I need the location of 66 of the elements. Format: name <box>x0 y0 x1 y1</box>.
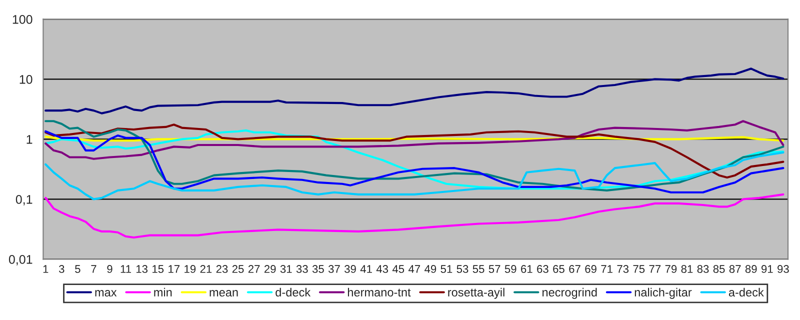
legend-label: rosetta-ayil <box>448 288 504 299</box>
x-tick-label: 47 <box>408 265 420 273</box>
legend-label: nalich-gitar <box>634 288 692 299</box>
x-tick-label: 87 <box>729 265 741 273</box>
x-tick-label: 53 <box>456 265 468 273</box>
x-tick-label: 29 <box>264 265 276 273</box>
x-tick-label: 7 <box>91 265 96 273</box>
x-tick-label: 21 <box>200 265 212 273</box>
y-tick-label: 1 <box>26 135 32 144</box>
x-tick-label: 49 <box>424 265 436 273</box>
x-tick-label: 15 <box>152 265 164 273</box>
x-tick-label: 61 <box>521 265 532 273</box>
legend-label: a-deck <box>728 288 764 297</box>
x-tick-label: 41 <box>360 265 372 273</box>
x-tick-label: 89 <box>745 265 757 273</box>
x-tick-label: 91 <box>761 265 773 273</box>
x-tick-label: 83 <box>697 265 709 273</box>
x-tick-label: 35 <box>312 265 324 273</box>
x-tick-label: 33 <box>296 265 308 273</box>
x-tick-label: 75 <box>633 265 645 273</box>
x-tick-label: 5 <box>75 265 80 273</box>
line-series <box>44 120 784 160</box>
x-tick-label: 13 <box>136 265 148 273</box>
line-series <box>44 193 784 239</box>
x-tick-label: 43 <box>376 265 388 273</box>
x-tick-label: 55 <box>472 265 484 273</box>
x-tick-label: 27 <box>248 265 260 273</box>
x-tick-label: 73 <box>617 265 629 273</box>
legend-label: mean <box>210 290 238 297</box>
x-tick-label: 23 <box>216 265 228 273</box>
legend-label: hermano-tnt <box>348 288 411 297</box>
x-tick-label: 17 <box>168 265 180 273</box>
x-tick-label: 31 <box>280 265 292 273</box>
y-tick-label: 0,01 <box>8 255 32 266</box>
x-tick-label: 51 <box>440 265 452 273</box>
legend-label: max <box>95 290 117 297</box>
x-tick-label: 63 <box>537 265 548 273</box>
x-tick-label: 71 <box>601 265 612 273</box>
x-tick-label: 65 <box>553 265 564 273</box>
x-tick-label: 93 <box>778 265 789 273</box>
x-tick-label: 1 <box>43 265 48 273</box>
x-tick-label: 3 <box>58 265 64 273</box>
x-tick-label: 45 <box>392 265 404 273</box>
x-tick-label: 11 <box>120 265 132 273</box>
x-tick-label: 67 <box>569 265 580 273</box>
x-tick-label: 57 <box>488 265 500 273</box>
legend-label: min <box>154 288 172 296</box>
x-tick-label: 79 <box>665 265 677 273</box>
x-tick-label: 59 <box>504 265 516 273</box>
x-tick-label: 39 <box>344 265 356 273</box>
y-tick-label: 10 <box>20 75 32 84</box>
line-series <box>44 124 784 179</box>
line-series <box>44 151 784 200</box>
x-tick-label: 37 <box>328 265 340 273</box>
x-tick-label: 19 <box>184 265 196 273</box>
x-tick-label: 77 <box>649 265 661 273</box>
x-tick-label: 85 <box>713 265 725 273</box>
y-tick-label: 0,1 <box>16 195 32 206</box>
legend-label: necrogrind <box>542 288 597 299</box>
x-tick-label: 25 <box>232 265 244 273</box>
x-tick-label: 9 <box>107 265 112 273</box>
x-tick-label: 69 <box>585 265 596 273</box>
x-tick-label: 81 <box>681 265 693 273</box>
legend-label: d-deck <box>276 288 311 297</box>
y-tick-label: 100 <box>12 15 32 24</box>
line-series <box>44 68 784 114</box>
